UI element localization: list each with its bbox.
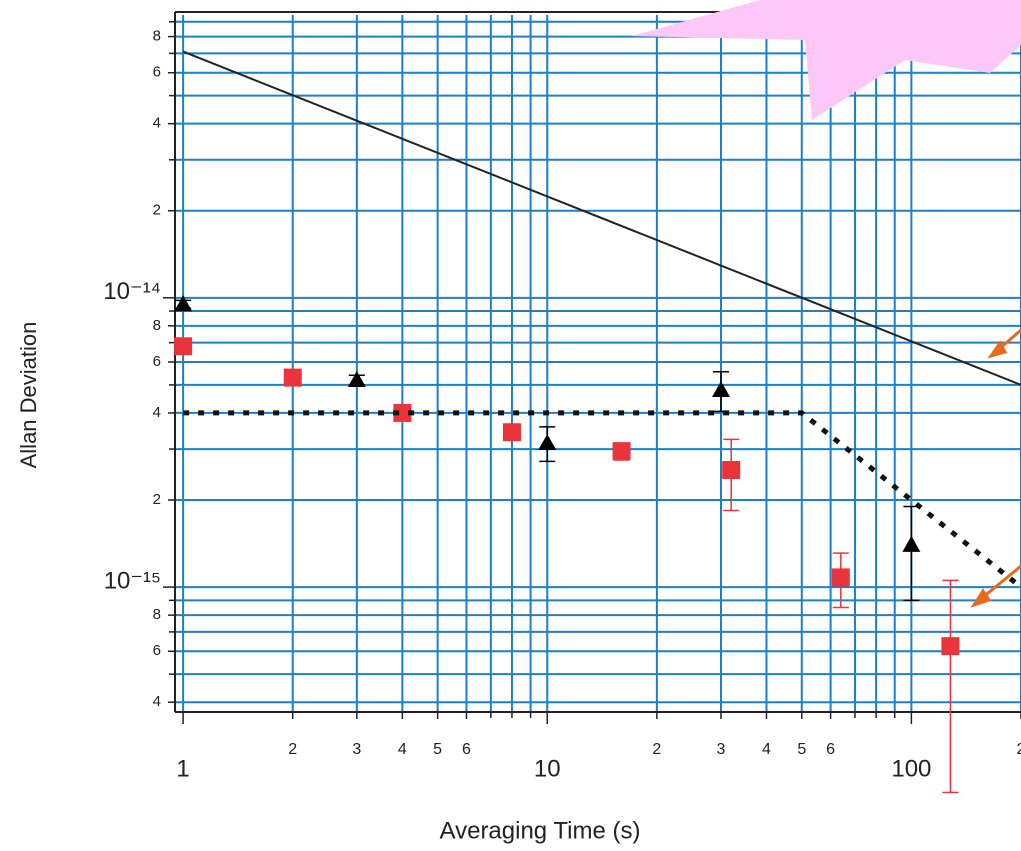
x-tick-label: 5 <box>797 741 806 758</box>
y-tick-label: 8 <box>153 28 161 45</box>
y-tick-label: 4 <box>153 693 161 710</box>
marker <box>538 433 557 450</box>
x-tick-label: 4 <box>398 741 407 758</box>
x-axis-label: Averaging Time (s) <box>440 817 641 844</box>
y-tick-label: 6 <box>153 353 161 370</box>
y-tick-label: 4 <box>153 115 161 132</box>
y-tick-label: 2 <box>153 202 161 219</box>
x-tick-label: 2 <box>1017 741 1021 758</box>
marker <box>902 535 921 552</box>
marker <box>941 637 960 656</box>
marker <box>722 460 741 479</box>
x-tick-label: 10 <box>534 755 561 782</box>
marker <box>612 442 631 461</box>
overlay-shape <box>632 0 1021 120</box>
x-tick-label: 3 <box>352 741 361 758</box>
x-tick-label: 1 <box>176 755 189 782</box>
x-tick-label: 3 <box>717 741 726 758</box>
y-tick-label: 2 <box>153 491 161 508</box>
plot-area: 4 6 8 10⁻¹⁵ 2 4 6 8 10⁻¹⁴ 2 4 6 8 1 2 3 4 5 6 10 2 3 4 5 6 100 2 <box>103 11 1021 794</box>
x-tick-label: 6 <box>462 741 471 758</box>
x-tick-label: 2 <box>288 741 297 758</box>
line <box>182 50 1021 386</box>
arrow <box>981 564 1021 600</box>
marker <box>174 295 193 312</box>
y-tick-label: 8 <box>153 606 161 623</box>
y-tick-label: 10⁻¹⁴ <box>103 278 161 305</box>
overlay-arrows <box>970 328 1021 608</box>
y-tick-label: 8 <box>153 317 161 334</box>
marker <box>711 381 730 398</box>
y-tick-label: 6 <box>153 642 161 659</box>
x-tick-label: 4 <box>762 741 771 758</box>
line <box>183 410 1021 590</box>
x-tick-label: 5 <box>433 741 442 758</box>
marker <box>347 370 366 387</box>
y-tick-label: 10⁻¹⁵ <box>104 567 161 594</box>
arrow-head <box>987 340 1008 359</box>
arrow-head <box>970 588 992 608</box>
x-tick-label: 6 <box>826 741 835 758</box>
marker <box>393 403 412 422</box>
marker <box>831 568 850 587</box>
y-axis-label: Allan Deviation <box>16 322 41 469</box>
y-tick-label: 6 <box>153 64 161 81</box>
x-tick-label: 100 <box>891 755 931 782</box>
marker <box>174 337 193 356</box>
marker <box>502 423 521 442</box>
x-tick-label: 2 <box>652 741 661 758</box>
marker <box>283 368 302 387</box>
y-tick-label: 4 <box>153 404 161 421</box>
